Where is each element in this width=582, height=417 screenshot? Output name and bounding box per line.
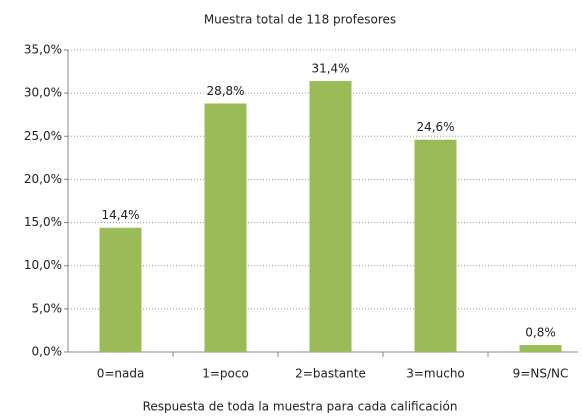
x-tick-label: 0=nada xyxy=(97,367,145,381)
bar xyxy=(204,103,247,352)
value-label: 24,6% xyxy=(416,120,454,134)
y-tick-label: 30,0% xyxy=(24,86,62,100)
y-tick-label: 15,0% xyxy=(24,215,62,229)
x-tick-label: 9=NS/NC xyxy=(513,367,569,381)
value-label: 0,8% xyxy=(525,326,556,340)
y-tick-label: 20,0% xyxy=(24,172,62,186)
value-label: 14,4% xyxy=(101,208,139,222)
bar xyxy=(414,139,457,352)
value-label: 31,4% xyxy=(311,62,349,76)
x-tick-label: 1=poco xyxy=(202,367,249,381)
x-tick-label: 2=bastante xyxy=(295,367,366,381)
x-axis-label: Respuesta de toda la muestra para cada c… xyxy=(143,400,458,414)
bar xyxy=(519,345,562,352)
y-tick-label: 5,0% xyxy=(32,301,63,315)
value-label: 28,8% xyxy=(206,84,244,98)
y-tick-label: 0,0% xyxy=(32,345,63,359)
x-tick-label: 3=mucho xyxy=(406,367,465,381)
bar xyxy=(309,81,352,352)
y-tick-label: 25,0% xyxy=(24,129,62,143)
y-tick-label: 10,0% xyxy=(24,258,62,272)
chart-title: Muestra total de 118 profesores xyxy=(204,13,396,27)
y-tick-label: 35,0% xyxy=(24,43,62,57)
bar xyxy=(99,227,142,352)
